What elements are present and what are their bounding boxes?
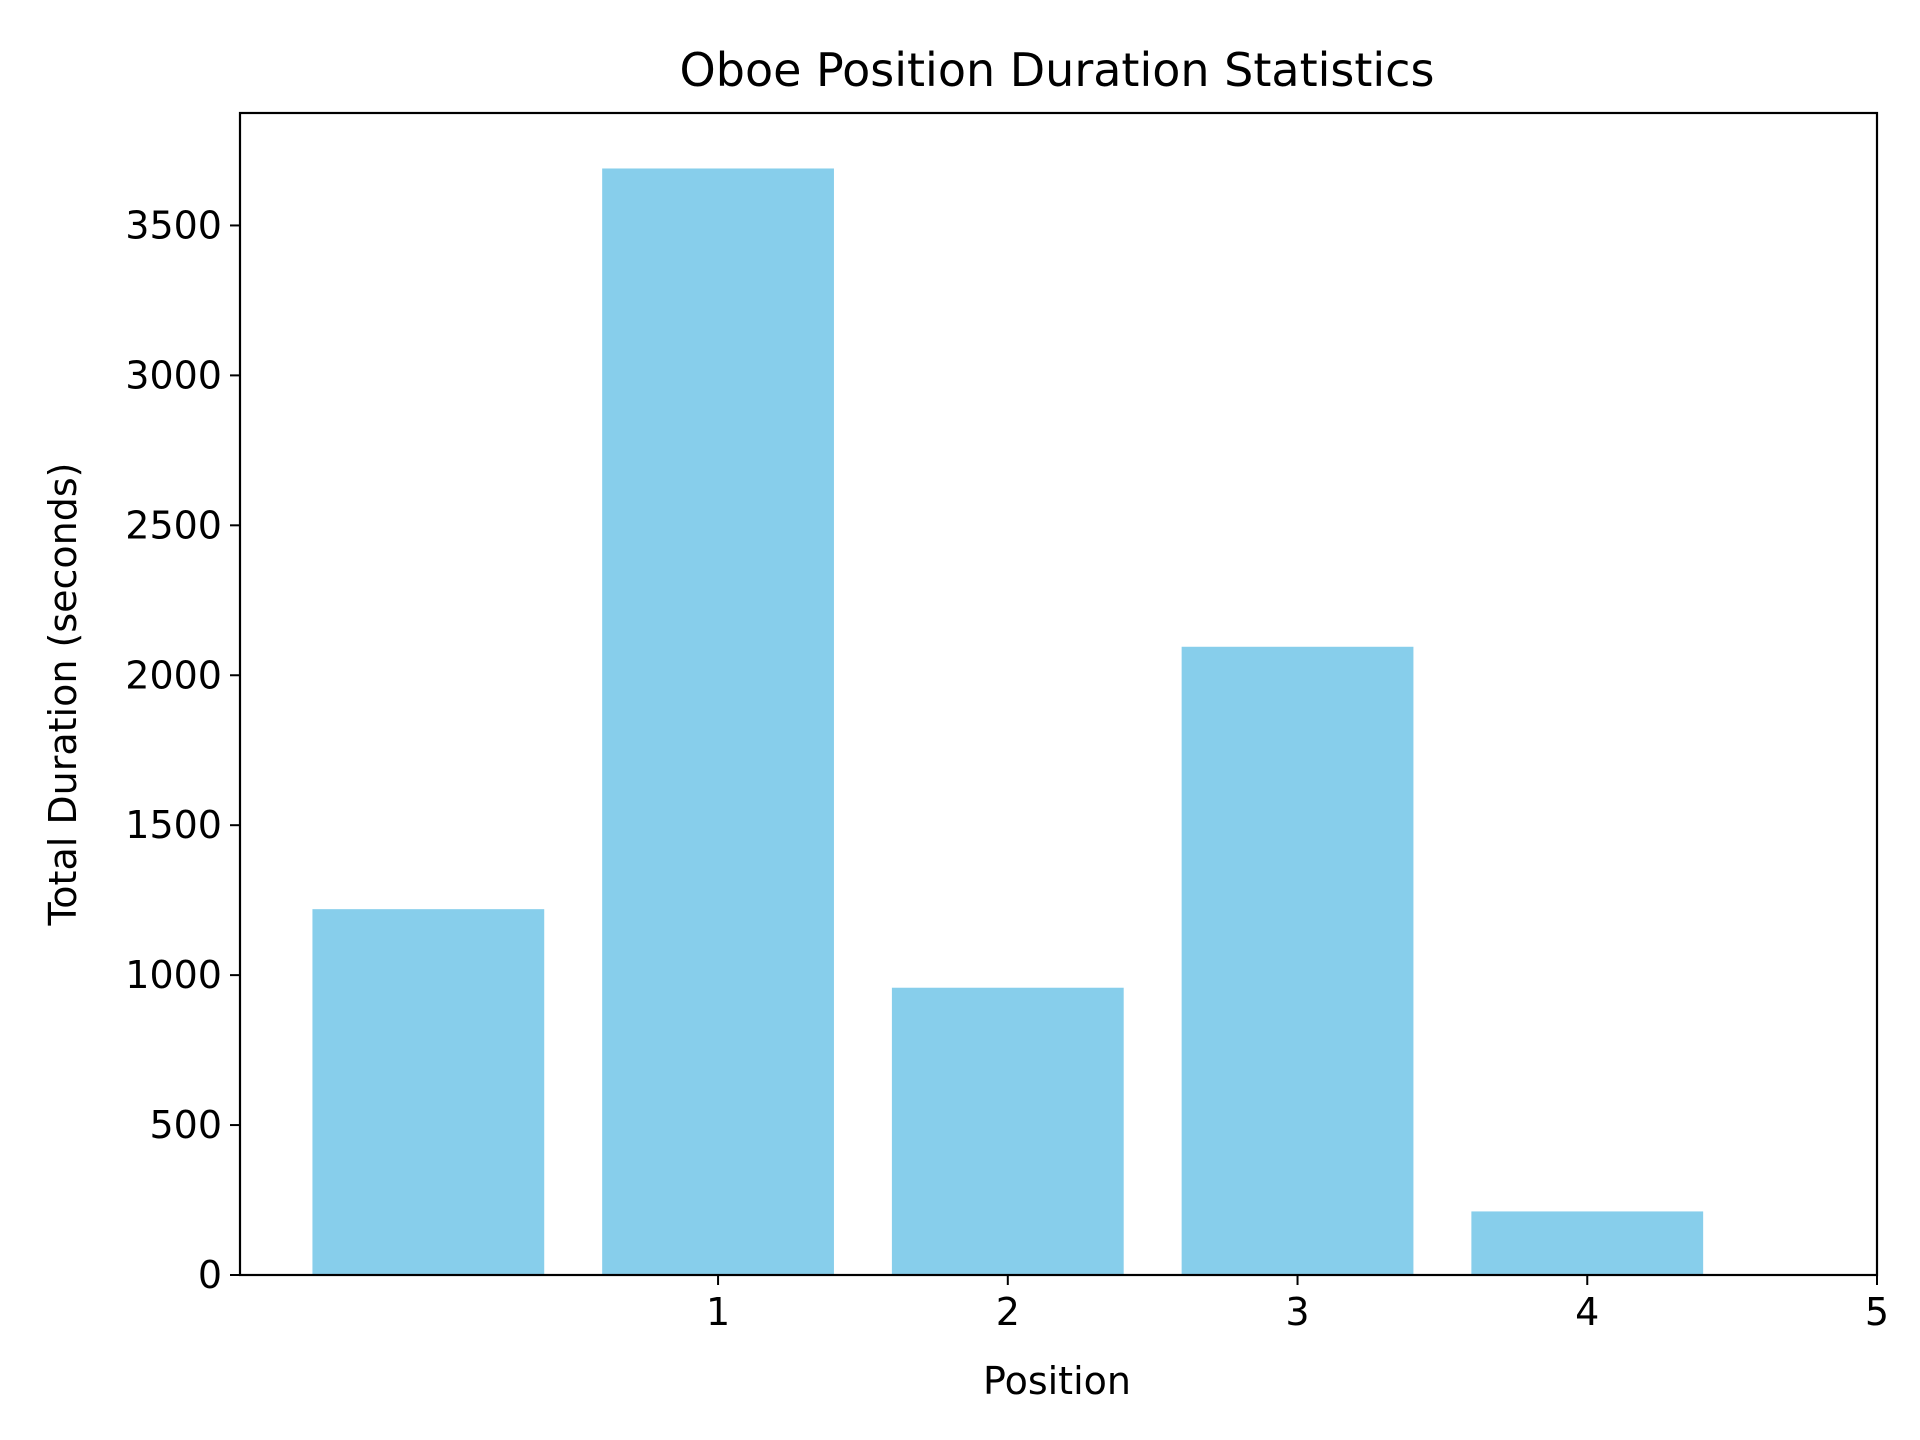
x-tick-label: 1: [706, 1290, 730, 1334]
bar-position-0: [312, 909, 545, 1275]
bar-position-1: [602, 168, 834, 1276]
y-tick-label: 2500: [125, 503, 222, 547]
x-tick-label: 4: [1575, 1290, 1599, 1334]
y-tick-label: 0: [198, 1253, 222, 1297]
plot-frame: [238, 111, 1879, 1277]
bar-position-3: [1181, 646, 1414, 1275]
y-axis-title: Total Duration (seconds): [41, 463, 85, 927]
y-tick-label: 2000: [125, 653, 222, 697]
y-tick-label: 500: [149, 1103, 222, 1147]
x-axis-title: Position: [983, 1359, 1131, 1403]
x-tick-label: 2: [996, 1290, 1020, 1334]
y-tick-label: 1000: [125, 953, 222, 997]
bar-position-4: [1471, 1211, 1704, 1275]
chart-title: Oboe Position Duration Statistics: [680, 43, 1435, 97]
bars-group: [312, 168, 1704, 1276]
y-tick-label: 1500: [125, 803, 222, 847]
y-tick-label: 3000: [125, 353, 222, 397]
x-tick-label: 5: [1865, 1290, 1889, 1334]
y-axis-ticks: 0 500 1000 1500 2000 2500 3000 3500: [125, 203, 240, 1297]
y-tick-label: 3500: [125, 203, 222, 247]
bar-position-2: [891, 987, 1124, 1275]
x-tick-label: 3: [1285, 1290, 1309, 1334]
x-axis-ticks: 1 2 3 4 5: [706, 1275, 1889, 1334]
